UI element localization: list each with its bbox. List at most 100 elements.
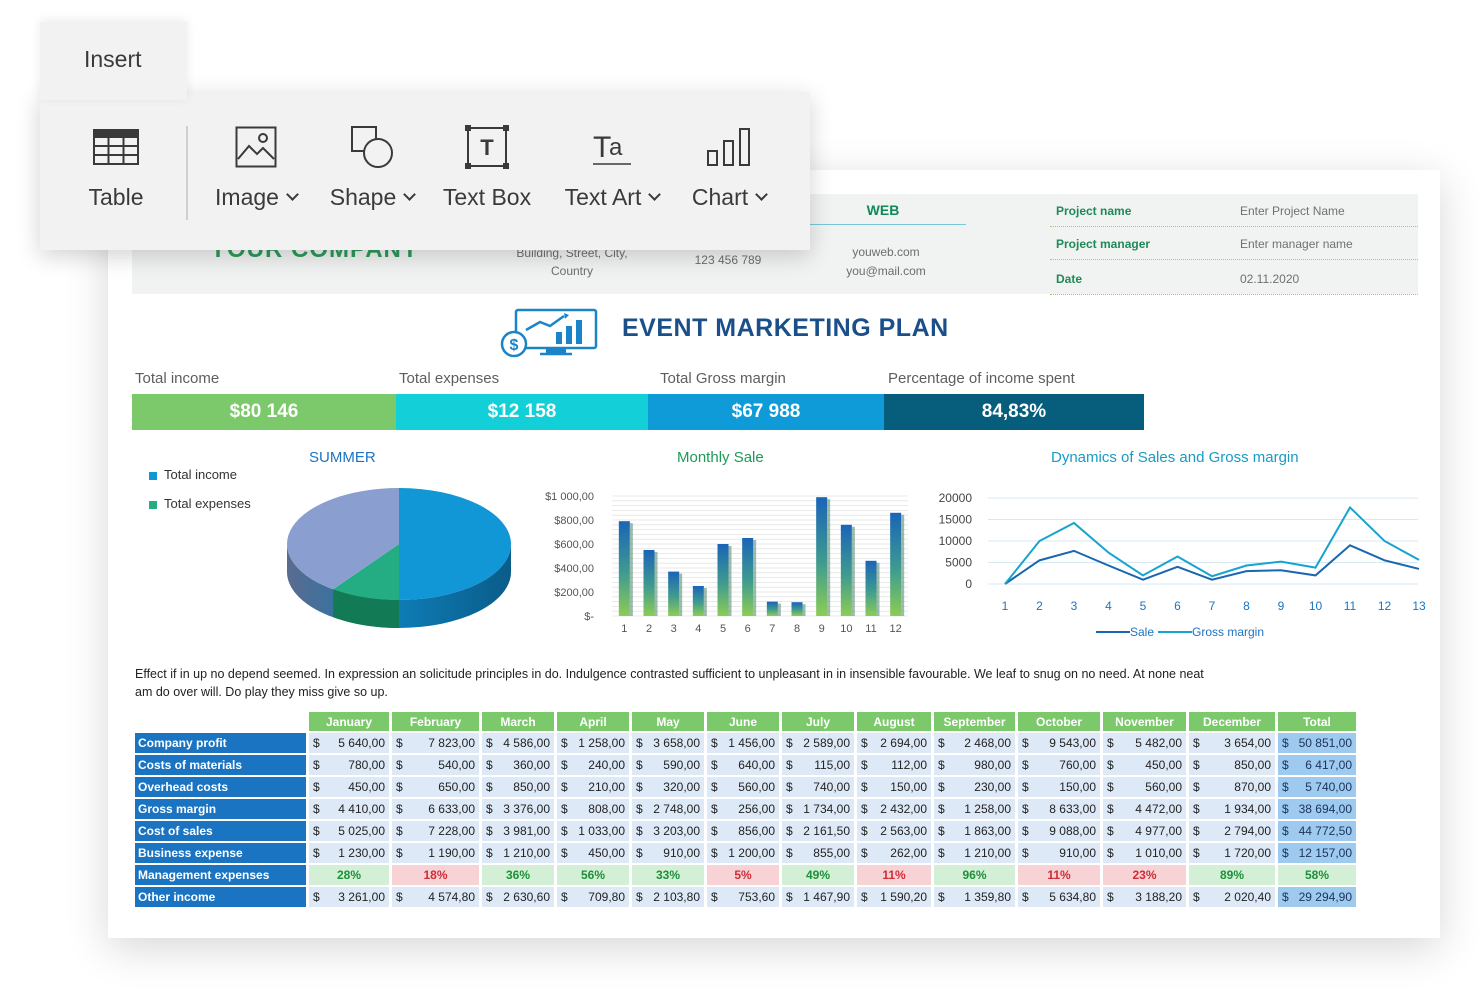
table-cell[interactable]: $4 410,00 [309,799,389,819]
table-cell[interactable]: $850,00 [1189,755,1275,775]
table-cell[interactable]: $910,00 [1018,843,1100,863]
table-cell[interactable]: $3 261,00 [309,887,389,907]
table-cell[interactable]: $856,00 [707,821,779,841]
table-cell[interactable]: $2 630,60 [482,887,554,907]
table-cell[interactable]: $1 210,00 [934,843,1015,863]
table-cell[interactable]: $12 157,00 [1278,843,1356,863]
table-cell[interactable]: 36% [482,865,554,885]
table-cell[interactable]: $1 734,00 [782,799,854,819]
table-cell[interactable]: 5% [707,865,779,885]
table-cell[interactable]: $230,00 [934,777,1015,797]
table-cell[interactable]: $753,60 [707,887,779,907]
table-cell[interactable]: $5 740,00 [1278,777,1356,797]
table-cell[interactable]: $8 633,00 [1018,799,1100,819]
table-cell[interactable]: 23% [1103,865,1186,885]
project-manager-field[interactable]: Enter manager name [1240,237,1353,251]
table-cell[interactable]: 33% [632,865,704,885]
table-cell[interactable]: $4 586,00 [482,733,554,753]
table-cell[interactable]: $5 634,80 [1018,887,1100,907]
insert-image-button[interactable]: Image [208,120,304,230]
table-cell[interactable]: $3 376,00 [482,799,554,819]
table-cell[interactable]: $2 161,50 [782,821,854,841]
table-cell[interactable]: $560,00 [707,777,779,797]
table-cell[interactable]: $150,00 [1018,777,1100,797]
date-field[interactable]: 02.11.2020 [1240,272,1300,286]
table-cell[interactable]: $240,00 [557,755,629,775]
table-cell[interactable]: $3 981,00 [482,821,554,841]
table-cell[interactable]: $360,00 [482,755,554,775]
table-cell[interactable]: $760,00 [1018,755,1100,775]
table-cell[interactable]: $6 417,00 [1278,755,1356,775]
table-cell[interactable]: $540,00 [392,755,479,775]
table-cell[interactable]: $44 772,50 [1278,821,1356,841]
table-cell[interactable]: $2 589,00 [782,733,854,753]
table-cell[interactable]: $1 230,00 [309,843,389,863]
table-cell[interactable]: $2 748,00 [632,799,704,819]
table-cell[interactable]: 11% [857,865,931,885]
table-cell[interactable]: $1 934,00 [1189,799,1275,819]
table-cell[interactable]: $2 563,00 [857,821,931,841]
table-cell[interactable]: $1 190,00 [392,843,479,863]
table-cell[interactable]: $50 851,00 [1278,733,1356,753]
table-cell[interactable]: $808,00 [557,799,629,819]
table-cell[interactable]: $262,00 [857,843,931,863]
table-cell[interactable]: $9 543,00 [1018,733,1100,753]
table-cell[interactable]: $3 203,00 [632,821,704,841]
table-cell[interactable]: $38 694,00 [1278,799,1356,819]
table-cell[interactable]: $5 482,00 [1103,733,1186,753]
table-cell[interactable]: $1 456,00 [707,733,779,753]
table-cell[interactable]: $4 472,00 [1103,799,1186,819]
table-cell[interactable]: $1 010,00 [1103,843,1186,863]
table-cell[interactable]: $1 863,00 [934,821,1015,841]
table-cell[interactable]: 58% [1278,865,1356,885]
table-cell[interactable]: $256,00 [707,799,779,819]
table-cell[interactable]: $7 823,00 [392,733,479,753]
table-cell[interactable]: $1 200,00 [707,843,779,863]
table-cell[interactable]: 89% [1189,865,1275,885]
table-cell[interactable]: $650,00 [392,777,479,797]
table-cell[interactable]: $590,00 [632,755,704,775]
table-cell[interactable]: $2 468,00 [934,733,1015,753]
table-cell[interactable]: $5 640,00 [309,733,389,753]
table-cell[interactable]: $850,00 [482,777,554,797]
table-cell[interactable]: $150,00 [857,777,931,797]
table-cell[interactable]: $2 020,40 [1189,887,1275,907]
table-cell[interactable]: $1 467,90 [782,887,854,907]
table-cell[interactable]: $450,00 [557,843,629,863]
table-cell[interactable]: 56% [557,865,629,885]
table-cell[interactable]: $115,00 [782,755,854,775]
table-cell[interactable]: $29 294,90 [1278,887,1356,907]
table-cell[interactable]: 18% [392,865,479,885]
table-cell[interactable]: $910,00 [632,843,704,863]
table-cell[interactable]: 11% [1018,865,1100,885]
table-cell[interactable]: $1 258,00 [557,733,629,753]
table-cell[interactable]: $870,00 [1189,777,1275,797]
table-cell[interactable]: $980,00 [934,755,1015,775]
table-cell[interactable]: $1 033,00 [557,821,629,841]
table-cell[interactable]: $5 025,00 [309,821,389,841]
table-cell[interactable]: $1 258,00 [934,799,1015,819]
table-cell[interactable]: $450,00 [1103,755,1186,775]
table-cell[interactable]: $1 359,80 [934,887,1015,907]
table-cell[interactable]: $855,00 [782,843,854,863]
table-cell[interactable]: $210,00 [557,777,629,797]
table-cell[interactable]: $1 590,20 [857,887,931,907]
insert-chart-button[interactable]: Chart [684,120,774,230]
table-cell[interactable]: 28% [309,865,389,885]
table-cell[interactable]: $450,00 [309,777,389,797]
table-cell[interactable]: $4 977,00 [1103,821,1186,841]
project-name-field[interactable]: Enter Project Name [1240,204,1345,218]
table-cell[interactable]: 49% [782,865,854,885]
table-cell[interactable]: $560,00 [1103,777,1186,797]
table-cell[interactable]: $1 720,00 [1189,843,1275,863]
table-cell[interactable]: $3 188,20 [1103,887,1186,907]
table-cell[interactable]: $112,00 [857,755,931,775]
insert-text-box-button[interactable]: T Text Box [438,120,536,230]
table-cell[interactable]: $709,80 [557,887,629,907]
table-cell[interactable]: $2 694,00 [857,733,931,753]
insert-text-art-button[interactable]: T a Text Art [558,120,666,230]
table-cell[interactable]: $2 794,00 [1189,821,1275,841]
table-cell[interactable]: $6 633,00 [392,799,479,819]
table-cell[interactable]: $1 210,00 [482,843,554,863]
table-cell[interactable]: $4 574,80 [392,887,479,907]
